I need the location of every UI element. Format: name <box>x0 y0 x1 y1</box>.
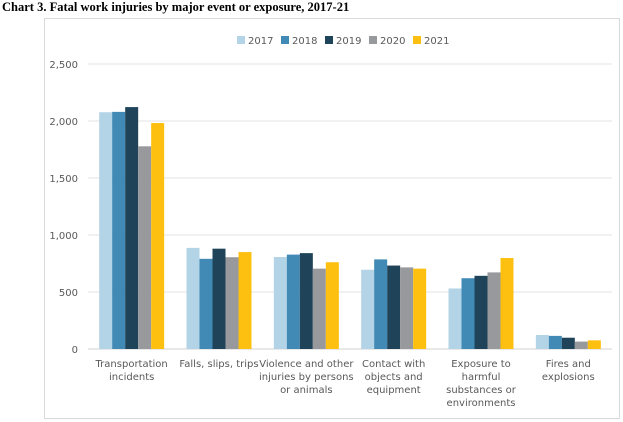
y-tick-label: 2,000 <box>49 117 78 128</box>
bar-2018 <box>199 258 213 349</box>
bar-2020 <box>400 267 414 349</box>
bar-2018 <box>548 335 562 349</box>
bar-2020 <box>312 268 326 349</box>
x-tick-label: objects and <box>365 372 423 383</box>
x-tick-label: injuries by persons <box>259 372 354 383</box>
bar-2020 <box>574 341 588 349</box>
bar-2020 <box>138 146 152 349</box>
chart-title: Chart 3. Fatal work injuries by major ev… <box>2 0 350 14</box>
bar-2019 <box>125 107 139 349</box>
bar-2017 <box>361 269 375 349</box>
bar-2019 <box>299 253 313 349</box>
bar-2018 <box>112 111 126 349</box>
x-tick-label: Transportation <box>95 359 168 370</box>
bar-2018 <box>374 259 388 349</box>
bar-2021 <box>151 123 165 349</box>
bar-2019 <box>212 248 226 349</box>
x-tick-label: equipment <box>367 385 421 396</box>
legend-label: 2018 <box>292 36 317 47</box>
bar-2017 <box>535 334 549 349</box>
y-tick-label: 0 <box>72 345 78 356</box>
x-tick-label: substances or <box>446 385 517 396</box>
x-tick-label: or animals <box>280 385 333 396</box>
legend-label: 2020 <box>380 36 405 47</box>
legend-label: 2017 <box>248 36 273 47</box>
bar-2021 <box>500 258 514 349</box>
x-tick-label: environments <box>447 398 516 409</box>
bar-2017 <box>99 112 113 349</box>
y-tick-label: 500 <box>59 288 78 299</box>
bar-2021 <box>413 268 427 349</box>
y-tick-label: 2,500 <box>49 60 78 71</box>
legend-swatch <box>325 36 333 44</box>
chart-frame <box>44 18 620 419</box>
legend-swatch <box>237 36 245 44</box>
bar-2021 <box>325 262 339 349</box>
bar-2020 <box>225 257 239 349</box>
bar-2018 <box>461 278 475 349</box>
bar-2021 <box>238 252 252 349</box>
x-tick-label: explosions <box>542 372 595 383</box>
bar-2019 <box>561 337 575 349</box>
legend-swatch <box>281 36 289 44</box>
bar-2019 <box>387 265 401 349</box>
bar-2017 <box>273 257 287 349</box>
x-tick-label: Exposure to <box>451 359 511 370</box>
bar-2017 <box>186 247 200 349</box>
x-tick-label: incidents <box>109 372 154 383</box>
x-tick-label: Contact with <box>362 359 425 370</box>
legend-label: 2019 <box>336 36 361 47</box>
x-tick-label: harmful <box>462 372 501 383</box>
bar-2018 <box>286 254 300 349</box>
bar-2020 <box>487 272 501 349</box>
x-tick-label: Violence and other <box>259 359 354 370</box>
bar-2017 <box>448 288 462 349</box>
bar-2019 <box>474 275 488 349</box>
y-tick-label: 1,500 <box>49 174 78 185</box>
x-tick-label: Fires and <box>546 359 591 370</box>
legend-swatch <box>413 36 421 44</box>
legend-swatch <box>369 36 377 44</box>
legend-label: 2021 <box>424 36 449 47</box>
y-tick-label: 1,000 <box>49 231 78 242</box>
x-tick-label: Falls, slips, trips <box>179 359 258 370</box>
bar-2021 <box>587 340 601 349</box>
